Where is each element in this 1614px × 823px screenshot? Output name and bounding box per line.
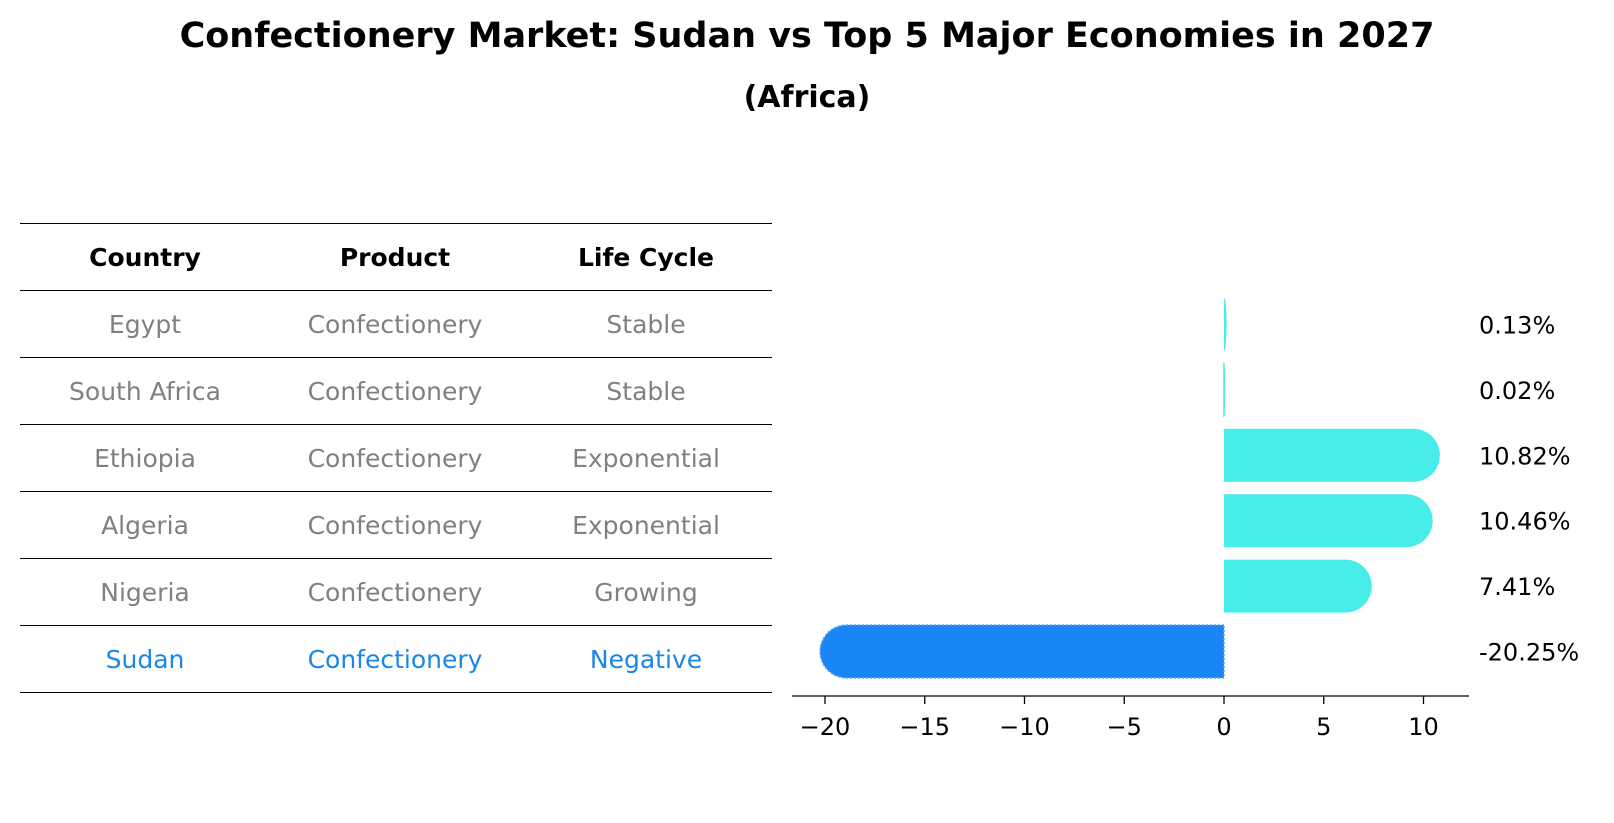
table-row-highlighted: Sudan Confectionery Negative bbox=[20, 625, 772, 693]
table-header-row: Country Product Life Cycle bbox=[20, 223, 772, 290]
cell-life-cycle: Exponential bbox=[572, 510, 720, 540]
value-label: 10.82% bbox=[1479, 442, 1571, 470]
x-tick-label: −10 bbox=[999, 713, 1050, 741]
cell-country: Ethiopia bbox=[94, 443, 196, 473]
bar-egypt bbox=[1224, 298, 1227, 351]
header-product: Product bbox=[339, 242, 451, 272]
value-label: 0.13% bbox=[1479, 312, 1555, 340]
cell-life-cycle: Stable bbox=[606, 309, 686, 339]
cell-life-cycle: Growing bbox=[594, 577, 698, 607]
value-label: 0.02% bbox=[1479, 377, 1555, 405]
value-label: 7.41% bbox=[1479, 573, 1555, 601]
chart-subtitle: (Africa) bbox=[743, 80, 871, 115]
cell-product: Confectionery bbox=[307, 309, 483, 339]
x-tick-label: 0 bbox=[1216, 713, 1231, 741]
header-life-cycle: Life Cycle bbox=[577, 242, 715, 272]
x-tick-label: −5 bbox=[1107, 713, 1142, 741]
cell-country: Algeria bbox=[101, 510, 189, 540]
bar-sudan bbox=[819, 624, 1225, 679]
cell-country: Egypt bbox=[108, 309, 182, 339]
cell-product: Confectionery bbox=[307, 443, 483, 473]
table-row: Nigeria Confectionery Growing bbox=[20, 558, 772, 625]
x-tick-label: −15 bbox=[899, 713, 950, 741]
bar-ethiopia bbox=[1224, 428, 1440, 482]
table-row: Egypt Confectionery Stable bbox=[20, 290, 772, 357]
value-label: 10.46% bbox=[1479, 508, 1571, 536]
cell-country: Nigeria bbox=[100, 577, 190, 607]
value-label: -20.25% bbox=[1479, 639, 1579, 667]
cell-product: Confectionery bbox=[307, 510, 483, 540]
header-country: Country bbox=[89, 242, 201, 272]
cell-product: Confectionery bbox=[307, 577, 483, 607]
cell-country: Sudan bbox=[105, 644, 185, 674]
cell-product: Confectionery bbox=[307, 644, 483, 674]
cell-country: South Africa bbox=[69, 376, 221, 406]
cell-product: Confectionery bbox=[307, 376, 483, 406]
x-tick-label: 10 bbox=[1408, 713, 1439, 741]
x-tick-label: 5 bbox=[1316, 713, 1331, 741]
cell-life-cycle: Stable bbox=[606, 376, 686, 406]
bar-algeria bbox=[1224, 494, 1433, 548]
cell-life-cycle: Negative bbox=[589, 644, 703, 674]
x-tick-label: −20 bbox=[800, 713, 851, 741]
country-table: Country Product Life Cycle Egypt Confect… bbox=[20, 223, 772, 693]
table-row: South Africa Confectionery Stable bbox=[20, 357, 772, 424]
bar-nigeria bbox=[1224, 559, 1372, 613]
cell-life-cycle: Exponential bbox=[572, 443, 720, 473]
table-row: Ethiopia Confectionery Exponential bbox=[20, 424, 772, 491]
chart-title: Confectionery Market: Sudan vs Top 5 Maj… bbox=[179, 16, 1435, 56]
table-row: Algeria Confectionery Exponential bbox=[20, 491, 772, 558]
